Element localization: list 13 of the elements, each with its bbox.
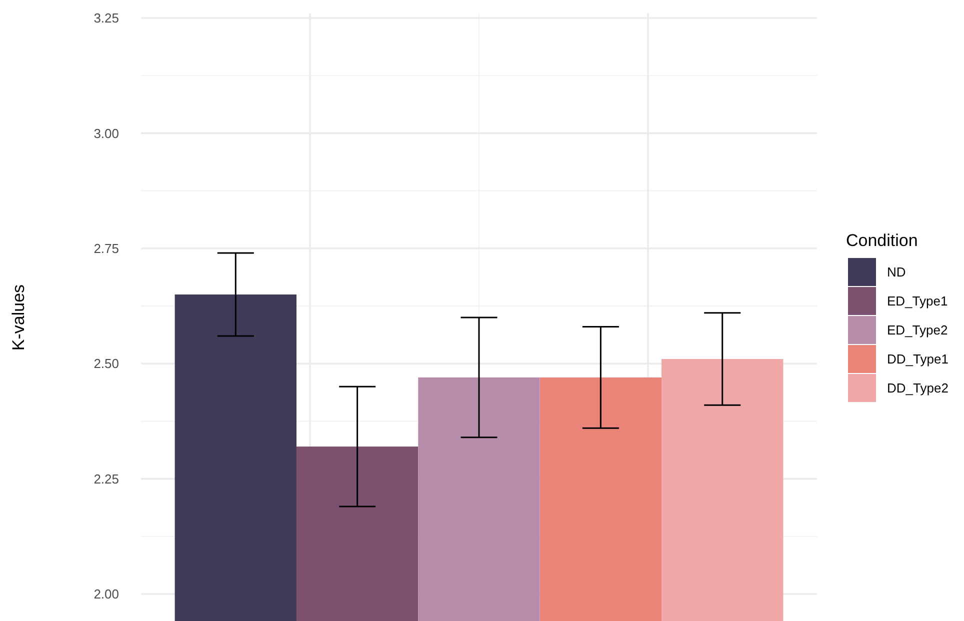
y-tick-label: 2.75 [94,240,119,256]
legend-label: DD_Type2 [887,380,948,396]
y-tick-label: 3.00 [94,126,119,141]
y-tick-label: 2.50 [94,356,119,372]
y-tick-label: 2.25 [94,471,119,486]
legend-label: ED_Type1 [887,294,948,309]
y-tick-label: 3.25 [94,10,119,26]
legend-label: DD_Type1 [887,352,948,367]
legend-label: ND [887,264,906,280]
legend-title: Condition [846,230,918,250]
legend-label: ED_Type2 [887,322,948,338]
y-tick-label: 2.00 [94,586,119,602]
y-axis-title: K-values [9,284,28,351]
